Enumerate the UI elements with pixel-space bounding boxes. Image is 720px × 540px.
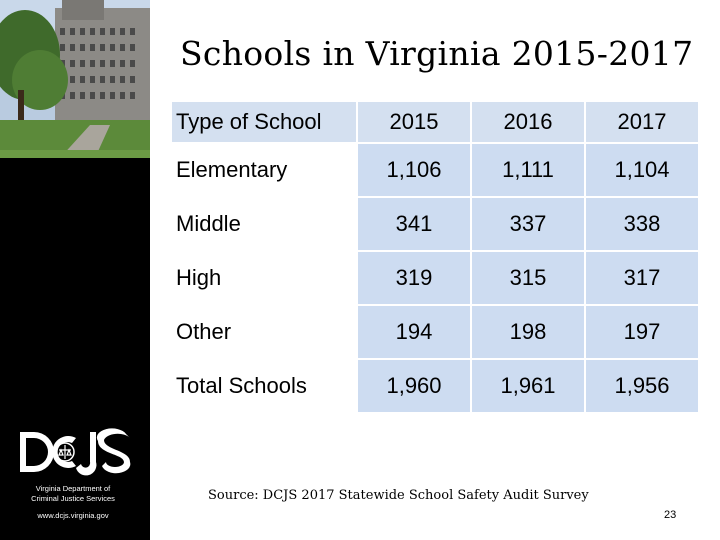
table-row: Other 194 198 197 [172, 304, 698, 359]
row-label: Elementary [172, 142, 357, 197]
source-note: Source: DCJS 2017 Statewide School Safet… [208, 488, 589, 503]
table-row: Elementary 1,106 1,111 1,104 [172, 142, 698, 197]
row-label: High [172, 250, 357, 305]
header-cell: Type of School [172, 102, 357, 144]
table-cell: 317 [584, 250, 698, 305]
table-cell: 194 [356, 304, 471, 359]
organization-url: www.dcjs.virginia.gov [37, 511, 109, 520]
row-label: Other [172, 304, 357, 359]
organization-name-line2: Criminal Justice Services [31, 494, 115, 503]
table-row: Middle 341 337 338 [172, 196, 698, 251]
schools-table: Type of School 2015 2016 2017 Elementary… [172, 102, 698, 412]
slide-title: Schools in Virginia 2015-2017 [180, 34, 694, 73]
organization-name-line1: Virginia Department of [35, 484, 111, 493]
table-row: High 319 315 317 [172, 250, 698, 305]
row-label: Middle [172, 196, 357, 251]
organization-name: Virginia Department of Criminal Justice … [8, 484, 138, 504]
table-cell: 341 [356, 196, 471, 251]
table-cell: 319 [356, 250, 471, 305]
dcjs-logo [18, 428, 134, 476]
page-number: 23 [664, 509, 677, 521]
sidebar: Virginia Department of Criminal Justice … [0, 0, 150, 540]
table-cell: 1,961 [470, 358, 585, 412]
table-cell: 1,956 [584, 358, 698, 412]
table-row: Total Schools 1,960 1,961 1,956 [172, 358, 698, 412]
table-cell: 1,104 [584, 142, 698, 197]
table-cell: 338 [584, 196, 698, 251]
table-cell: 1,960 [356, 358, 471, 412]
building-photo [0, 0, 150, 158]
table-cell: 198 [470, 304, 585, 359]
table-header-row: Type of School 2015 2016 2017 [172, 102, 698, 144]
table-cell: 1,106 [356, 142, 471, 197]
table-cell: 197 [584, 304, 698, 359]
table-cell: 337 [470, 196, 585, 251]
table-cell: 315 [470, 250, 585, 305]
row-label: Total Schools [172, 358, 357, 412]
header-cell: 2016 [470, 102, 585, 144]
table-cell: 1,111 [470, 142, 585, 197]
header-cell: 2017 [584, 102, 698, 144]
header-cell: 2015 [356, 102, 471, 144]
